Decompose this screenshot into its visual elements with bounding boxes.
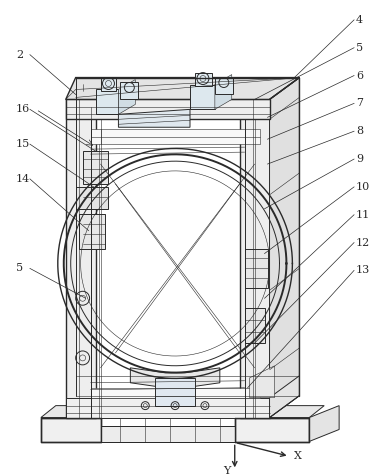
Polygon shape [195, 72, 212, 87]
Polygon shape [155, 378, 195, 406]
Polygon shape [66, 397, 269, 417]
Polygon shape [190, 85, 215, 109]
Polygon shape [41, 406, 115, 417]
Text: 5: 5 [356, 43, 363, 53]
Polygon shape [101, 78, 117, 91]
Polygon shape [101, 426, 235, 442]
Polygon shape [78, 214, 106, 248]
Polygon shape [118, 79, 135, 114]
Text: Y: Y [223, 466, 231, 476]
Text: 13: 13 [356, 266, 370, 276]
Polygon shape [215, 77, 233, 94]
Text: X: X [295, 451, 302, 461]
Polygon shape [245, 308, 264, 343]
Polygon shape [91, 388, 259, 397]
Polygon shape [269, 376, 299, 417]
Text: 9: 9 [356, 154, 363, 164]
Polygon shape [240, 99, 269, 417]
Polygon shape [66, 78, 299, 99]
Text: 5: 5 [16, 263, 23, 273]
Polygon shape [130, 368, 220, 388]
Polygon shape [66, 99, 96, 417]
Polygon shape [101, 406, 250, 417]
Polygon shape [235, 417, 309, 442]
Text: 4: 4 [356, 15, 363, 25]
Polygon shape [245, 248, 267, 288]
Polygon shape [235, 406, 324, 417]
Text: 10: 10 [356, 182, 370, 192]
Text: 15: 15 [16, 139, 30, 149]
Text: 2: 2 [16, 50, 23, 60]
Text: 7: 7 [356, 99, 363, 109]
Polygon shape [41, 417, 101, 442]
Polygon shape [96, 89, 118, 114]
Text: 16: 16 [16, 104, 30, 114]
Polygon shape [269, 78, 299, 417]
Text: 8: 8 [356, 126, 363, 136]
Text: 11: 11 [356, 210, 370, 220]
Text: 6: 6 [356, 70, 363, 80]
Polygon shape [309, 406, 339, 441]
Polygon shape [91, 129, 259, 144]
Polygon shape [76, 187, 109, 209]
Text: 12: 12 [356, 238, 370, 248]
Polygon shape [215, 75, 232, 109]
Polygon shape [66, 99, 269, 119]
Text: 14: 14 [16, 174, 30, 184]
Polygon shape [250, 366, 274, 397]
Polygon shape [120, 81, 138, 99]
Polygon shape [118, 109, 190, 127]
Polygon shape [83, 151, 109, 184]
